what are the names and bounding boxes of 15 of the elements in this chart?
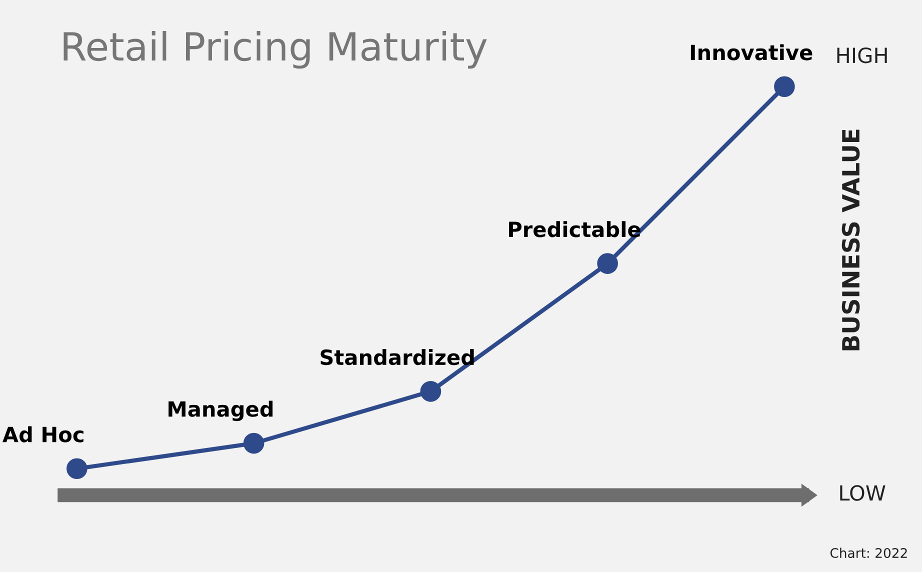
point	[66, 458, 88, 480]
text: HIGH	[837, 47, 887, 64]
text: Chart: 2022	[830, 548, 907, 558]
chart-title: Retail Pricing Maturity	[64, 31, 487, 69]
point	[420, 380, 442, 402]
x-tick-label: Standardized	[320, 349, 474, 366]
x-tick-label: Predictable	[509, 221, 640, 238]
x-tick-label: Ad Hoc	[2, 426, 84, 442]
point	[597, 253, 618, 274]
text: LOW	[840, 485, 886, 501]
x-tick-label: Innovative	[690, 44, 812, 60]
x-tick-label: Managed	[168, 400, 273, 422]
point	[243, 432, 264, 454]
y2-axis-title: BUSINESS VALUE	[842, 130, 860, 350]
point	[774, 76, 795, 98]
